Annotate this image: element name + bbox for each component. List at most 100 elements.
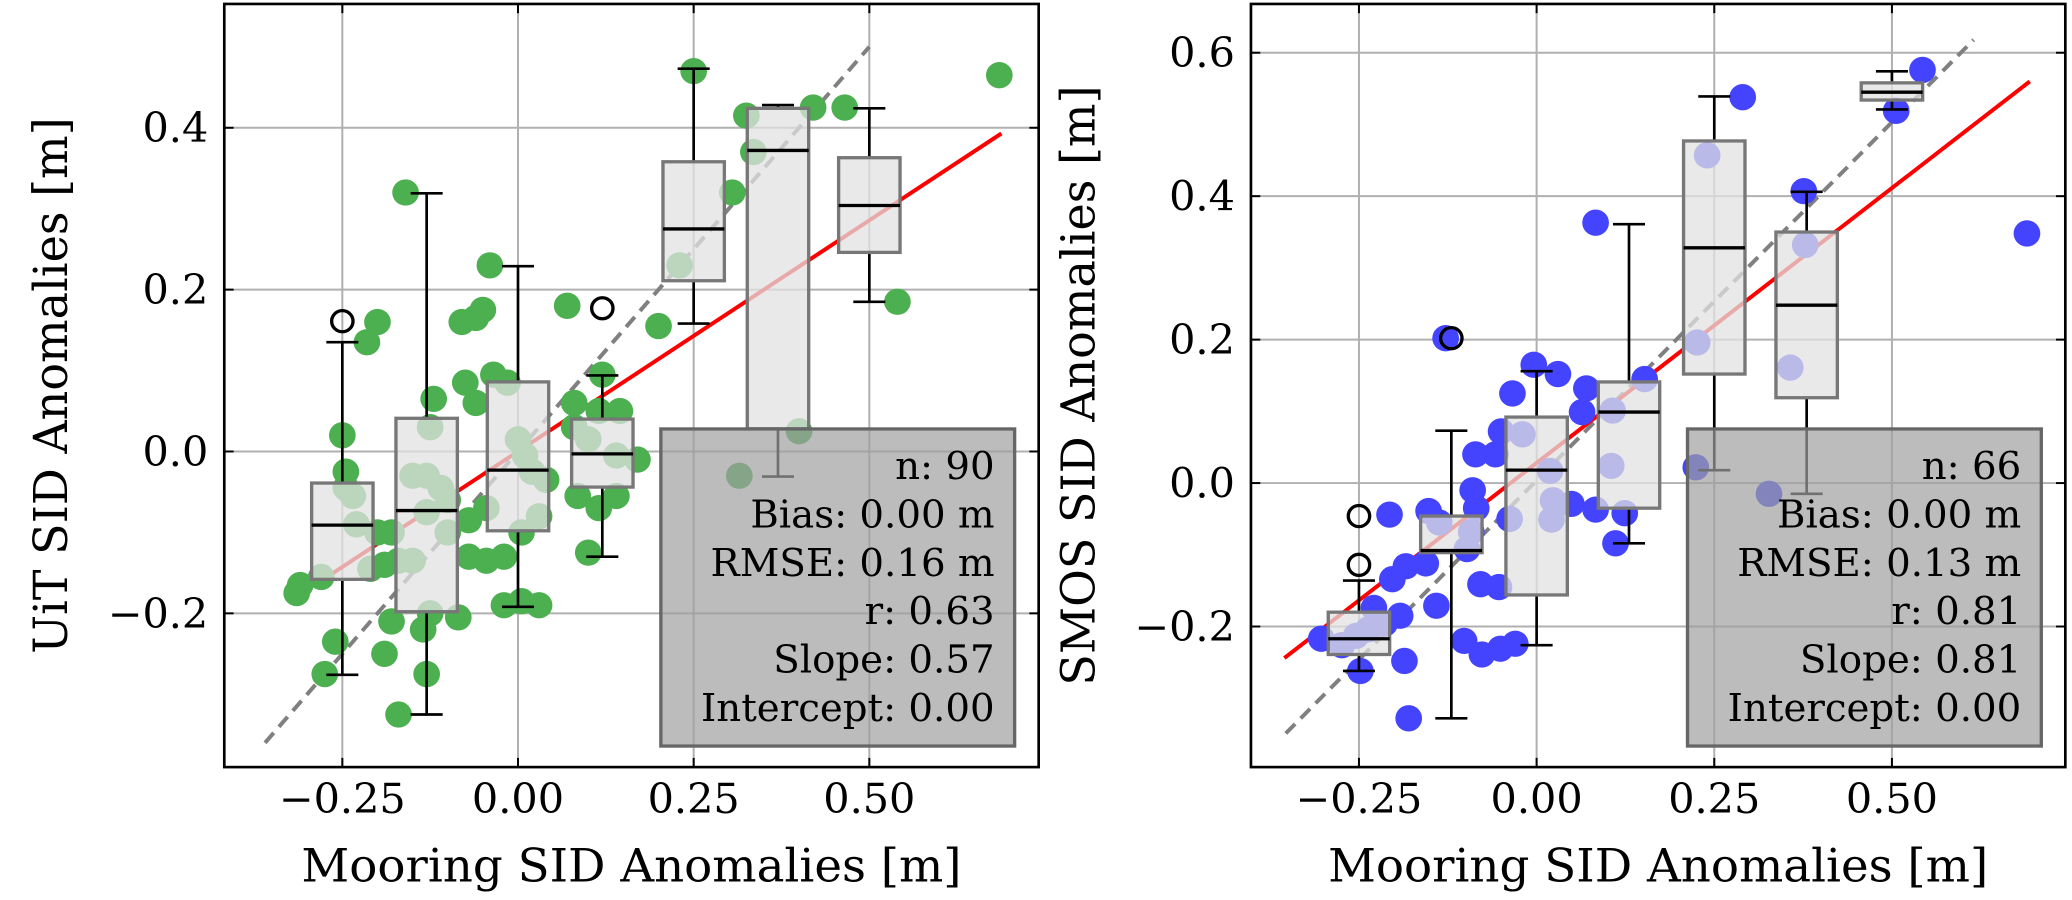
- box: [1326, 610, 1392, 657]
- point: [420, 385, 448, 413]
- x-tick-label: 0.50: [823, 775, 915, 823]
- box: [661, 160, 727, 283]
- box: [1774, 230, 1840, 400]
- point: [1568, 398, 1596, 426]
- stats-text: r: 0.63: [865, 589, 995, 634]
- point: [476, 252, 504, 279]
- point: [1909, 56, 1936, 84]
- stats-text: Intercept: 0.00: [1728, 686, 2022, 731]
- point: [884, 288, 911, 315]
- point: [603, 482, 630, 510]
- point: [1379, 566, 1406, 593]
- point: [1423, 592, 1450, 619]
- point: [831, 94, 859, 121]
- point: [311, 660, 339, 688]
- stats-text: Slope: 0.81: [1800, 638, 2021, 683]
- y-tick-label: −0.2: [1134, 603, 1234, 651]
- point: [525, 592, 553, 619]
- point: [574, 539, 602, 566]
- point: [2013, 220, 2041, 247]
- y-tick-label: 0.0: [1169, 460, 1235, 508]
- point: [371, 640, 398, 667]
- box: [1681, 139, 1747, 376]
- point: [1391, 647, 1418, 675]
- box: [1504, 415, 1569, 597]
- point: [1882, 97, 1910, 124]
- point: [564, 482, 592, 510]
- point: [1482, 441, 1509, 468]
- point: [385, 701, 412, 728]
- point: [1729, 84, 1757, 111]
- y-tick-label: 0.0: [142, 428, 208, 476]
- point: [1432, 325, 1460, 352]
- point: [1395, 705, 1423, 732]
- point: [378, 608, 405, 635]
- y-tick-label: 0.6: [1169, 29, 1235, 77]
- stats-text: RMSE: 0.13 m: [1737, 541, 2021, 586]
- panel: −0.25 0.00 0.25 0.50 −0.2 0.0 0.2 0.4 n: 90Bias:…: [23, 2, 1041, 893]
- point: [1499, 380, 1526, 407]
- box: [485, 380, 551, 533]
- x-tick-label: 0.00: [1491, 775, 1583, 823]
- y-tick-label: 0.2: [1169, 316, 1235, 364]
- point: [553, 292, 581, 319]
- point: [409, 616, 437, 643]
- point: [1376, 501, 1403, 528]
- stats-text: Slope: 0.57: [773, 638, 994, 683]
- x-tick-label: −0.25: [279, 775, 406, 823]
- point: [462, 304, 490, 332]
- point: [364, 308, 391, 336]
- x-axis-label: Mooring SID Anomalies [m]: [1328, 839, 1988, 893]
- point: [1573, 375, 1600, 402]
- y-tick-label: 0.4: [142, 105, 208, 153]
- axes-frame: [1249, 2, 2067, 769]
- y-tick-label: 0.2: [142, 266, 208, 314]
- flier: [1346, 503, 1372, 529]
- point: [1468, 641, 1496, 668]
- point: [283, 579, 311, 607]
- stats-text: Intercept: 0.00: [701, 686, 995, 731]
- x-tick-label: −0.25: [1296, 775, 1423, 823]
- stats-text: n: 90: [895, 444, 995, 489]
- box: [394, 416, 460, 614]
- y-axis-label: UiT SID Anomalies [m]: [23, 117, 77, 653]
- plot-area: [263, 45, 1013, 745]
- point: [1462, 441, 1489, 468]
- panel: −0.25 0.00 0.25 0.50 −0.2 0.0 0.2 0.4 0.6 n: 66Bi…: [1051, 2, 2067, 893]
- point: [490, 543, 518, 570]
- point: [1412, 550, 1440, 577]
- stats-text: r: 0.81: [1891, 589, 2021, 634]
- x-axis-label: Mooring SID Anomalies [m]: [301, 839, 961, 893]
- flier: [329, 309, 355, 334]
- point: [985, 62, 1013, 89]
- point: [560, 389, 588, 417]
- point: [451, 369, 479, 396]
- stats-text: RMSE: 0.16 m: [711, 541, 995, 586]
- y-axis-label: SMOS SID Anomalies [m]: [1051, 85, 1105, 685]
- point: [1520, 351, 1548, 378]
- point: [462, 389, 490, 417]
- y-tick-label: −0.2: [108, 590, 208, 638]
- box: [1418, 514, 1484, 555]
- x-tick-label: 0.25: [1668, 775, 1760, 823]
- box: [1596, 380, 1662, 510]
- point: [392, 179, 419, 206]
- x-tick-label: 0.50: [1846, 775, 1938, 823]
- box: [745, 106, 811, 431]
- point: [645, 312, 672, 340]
- flier: [1438, 326, 1464, 351]
- axes-frame: [222, 2, 1041, 769]
- stats-box: [659, 427, 1017, 748]
- y-tick-label: 0.4: [1169, 173, 1235, 221]
- stats-text: n: 66: [1922, 444, 2022, 489]
- x-tick-label: 0.25: [648, 775, 740, 823]
- point: [321, 628, 349, 655]
- point: [455, 507, 483, 534]
- box: [309, 481, 375, 581]
- x-tick-label: 0.00: [472, 775, 564, 823]
- point: [353, 329, 381, 356]
- stats-box: [1685, 427, 2043, 748]
- flier: [1346, 552, 1372, 578]
- flier: [589, 296, 615, 321]
